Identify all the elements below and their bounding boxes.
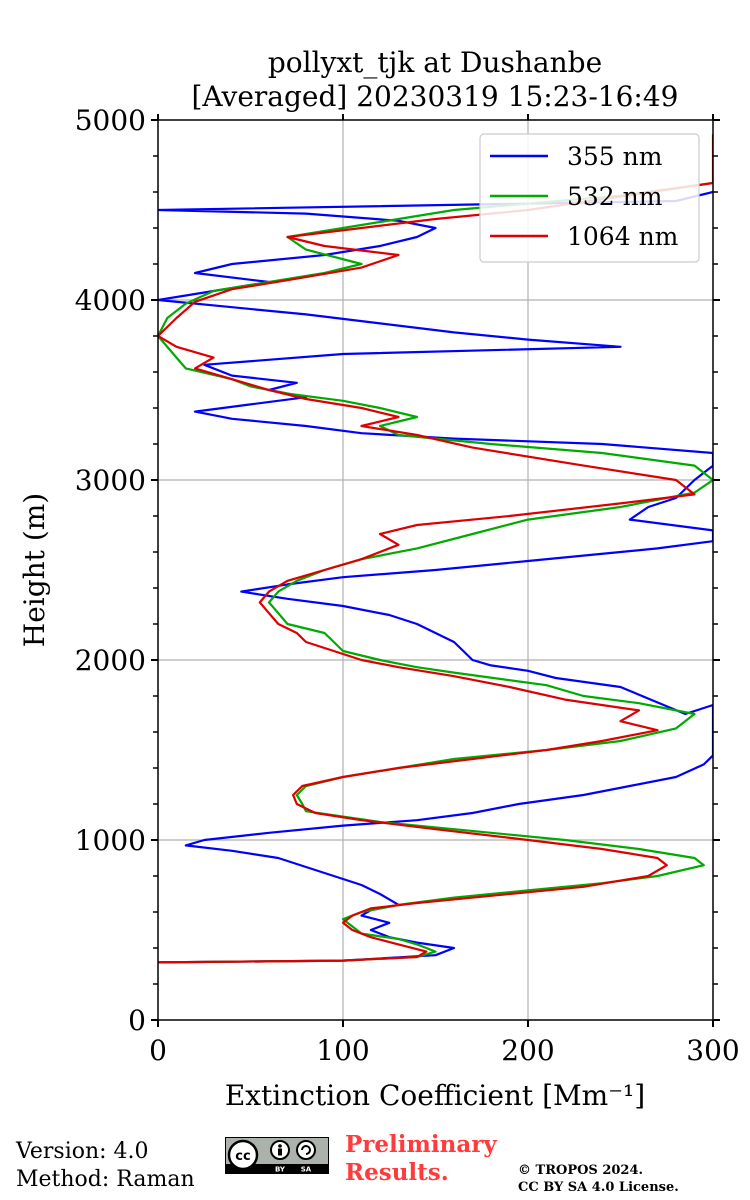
preliminary-results-line-2: Results. [345, 1159, 449, 1186]
plot-frame [157, 119, 714, 1021]
series-lines [158, 134, 713, 964]
y-tick-label: 1000 [75, 824, 146, 857]
x-tick-label: 300 [686, 1034, 739, 1067]
y-tick-label: 2000 [75, 644, 146, 677]
cc-badge-by-label: BY [275, 1166, 286, 1174]
x-tick-label: 200 [501, 1034, 554, 1067]
y-tick-label: 4000 [75, 284, 146, 317]
cc-badge-sa-label: SA [301, 1166, 312, 1174]
grid-lines [158, 120, 713, 1020]
series-line-355-nm [158, 190, 713, 964]
legend-label: 1064 nm [567, 222, 679, 251]
y-tick-label: 3000 [75, 464, 146, 497]
cc-icon [227, 1139, 259, 1171]
cc-license-badge: cc BY SA [225, 1137, 329, 1174]
x-axis-label: Extinction Coefficient [Mm⁻¹] [225, 1079, 645, 1112]
license-text: CC BY SA 4.0 License. [518, 1180, 679, 1195]
version-text: Version: 4.0 [16, 1139, 149, 1164]
legend-label: 355 nm [567, 142, 663, 171]
legend: 355 nm 532 nm 1064 nm [479, 133, 700, 263]
y-tick-label: 0 [128, 1004, 146, 1037]
legend-box [479, 133, 700, 263]
share-alike-icon [296, 1140, 316, 1160]
series-line-1064-nm [158, 134, 713, 964]
chart-title-line-2: [Averaged] 20230319 15:23-16:49 [192, 80, 679, 113]
copyright-text: © TROPOS 2024. [518, 1163, 644, 1178]
x-tick-label: 0 [149, 1034, 167, 1067]
legend-label: 532 nm [567, 182, 663, 211]
y-tick-label: 5000 [75, 104, 146, 137]
svg-text:cc: cc [235, 1149, 250, 1164]
chart-title-line-1: pollyxt_tjk at Dushanbe [268, 46, 602, 79]
y-axis-label: Height (m) [18, 493, 51, 647]
preliminary-results-line-1: Preliminary [345, 1131, 497, 1158]
method-text: Method: Raman [16, 1167, 195, 1192]
x-tick-label: 100 [316, 1034, 369, 1067]
